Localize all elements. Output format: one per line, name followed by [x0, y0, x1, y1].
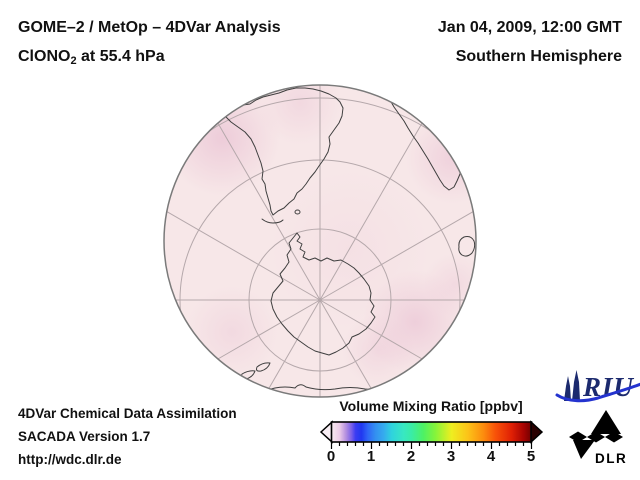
colorbar-gradient-bar: [330, 421, 533, 443]
dlr-text: DLR: [595, 451, 627, 466]
colorbar-tick-label-3: 3: [446, 448, 456, 465]
version-label: SACADA Version 1.7: [18, 429, 151, 444]
colorbar-right-arrow: [530, 420, 544, 444]
madagascar-coast: [458, 236, 476, 257]
species-name: ClONO: [18, 48, 71, 65]
colorbar-tick-label-1: 1: [366, 448, 376, 465]
colorbar-tick-label-5: 5: [526, 448, 536, 465]
dlr-logo: DLR: [569, 410, 627, 466]
colorbar-tick-label-0: 0: [326, 448, 336, 465]
colorbar-left-arrow: [319, 420, 333, 444]
riu-swoosh: [555, 382, 640, 403]
url-label: http://wdc.dlr.de: [18, 452, 122, 467]
analysis-datetime: Jan 04, 2009, 12:00 GMT: [437, 19, 622, 36]
colorbar-tick-label-2: 2: [406, 448, 416, 465]
colorbar: [319, 420, 544, 449]
header-right: Jan 04, 2009, 12:00 GMT Southern Hemisph…: [438, 13, 622, 71]
south-america-coast: [225, 87, 344, 216]
colorbar-tick-label-4: 4: [486, 448, 496, 465]
new-zealand-north-island: [256, 362, 271, 372]
cathedral-icon: [564, 370, 580, 401]
globe-limb: [163, 84, 477, 398]
header-left: GOME–2 / MetOp – 4DVar Analysis ClONO2 a…: [18, 13, 281, 76]
analysis-title: GOME–2 / MetOp – 4DVar Analysis: [18, 19, 281, 36]
africa-coast: [379, 86, 463, 191]
antarctica-coast: [270, 232, 376, 356]
riu-text: RIU: [582, 372, 635, 402]
footer-left: 4DVar Chemical Data Assimilation SACADA …: [18, 402, 237, 471]
species-level: ClONO2 at 55.4 hPa: [18, 42, 281, 76]
species-subscript: 2: [70, 55, 77, 67]
riu-logo: RIU: [555, 370, 640, 403]
tierra-del-fuego-coast: [261, 218, 284, 224]
falkland-islands: [294, 209, 301, 215]
colorbar-ticks: [330, 442, 533, 449]
dlr-bird-icon: [569, 410, 623, 459]
pressure-level: at 55.4 hPa: [76, 48, 165, 65]
assimilation-label: 4DVar Chemical Data Assimilation: [18, 406, 237, 421]
hemisphere-label: Southern Hemisphere: [455, 48, 622, 65]
graticule: [164, 85, 476, 397]
colorbar-title: Volume Mixing Ratio [ppbv]: [339, 398, 523, 414]
